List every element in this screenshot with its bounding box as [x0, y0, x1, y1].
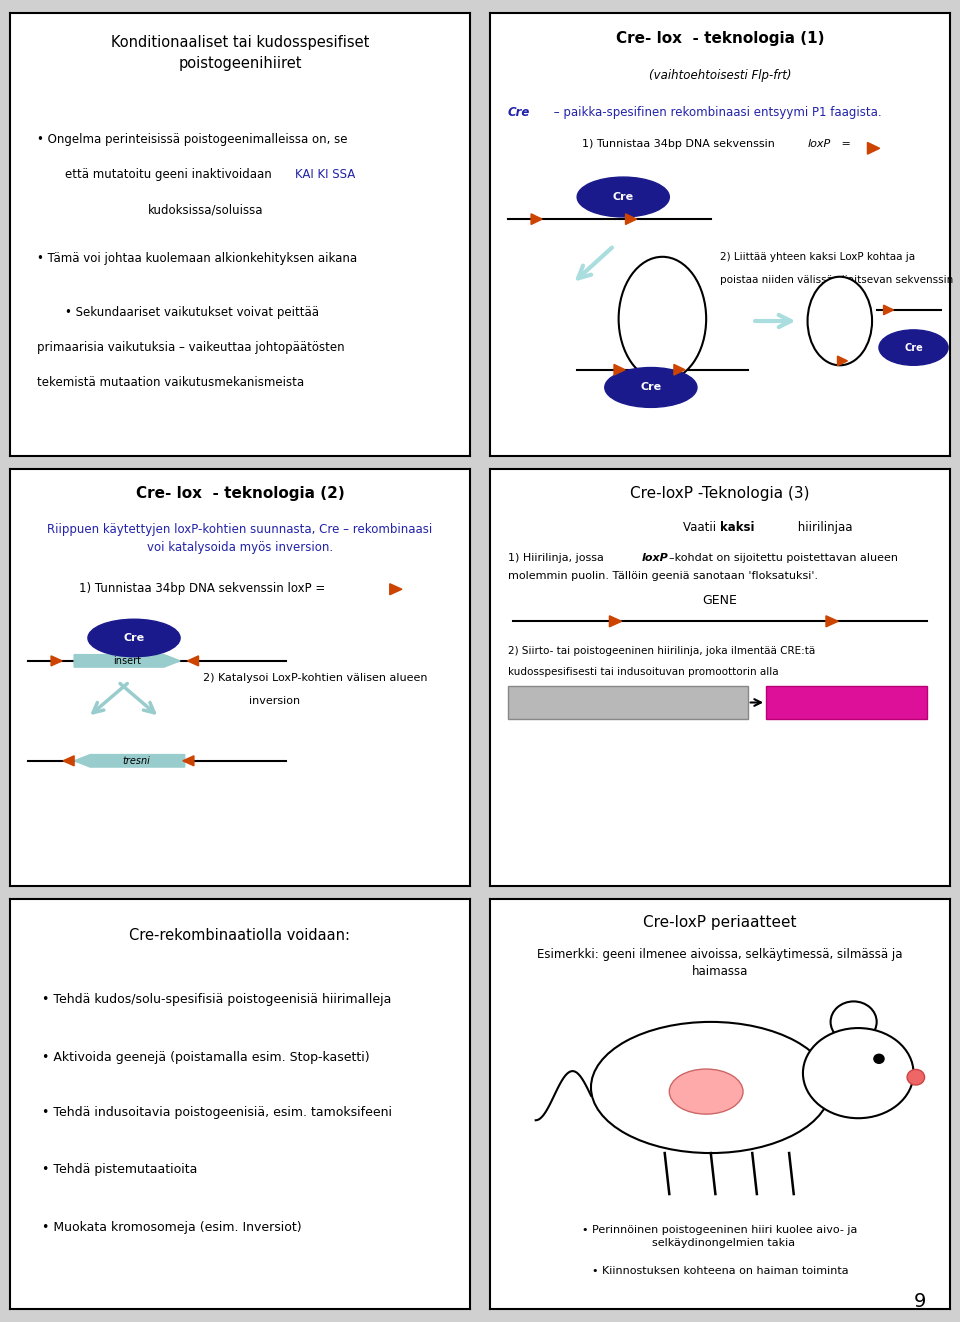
Ellipse shape: [605, 368, 697, 407]
Text: tekemistä mutaation vaikutusmekanismeista: tekemistä mutaation vaikutusmekanismeist…: [37, 377, 304, 390]
Polygon shape: [826, 616, 838, 627]
Ellipse shape: [88, 619, 180, 657]
Text: • Ongelma perinteisissä poistogeenimalleissa on, se: • Ongelma perinteisissä poistogeenimalle…: [37, 132, 348, 145]
FancyBboxPatch shape: [508, 686, 748, 719]
Text: • Aktivoida geenejä (poistamalla esim. Stop-kasetti): • Aktivoida geenejä (poistamalla esim. S…: [42, 1051, 370, 1064]
Polygon shape: [531, 214, 542, 225]
Text: • Sekundaariset vaikutukset voivat peittää: • Sekundaariset vaikutukset voivat peitt…: [65, 305, 319, 319]
Text: 2) Katalysoi LoxP-kohtien välisen alueen: 2) Katalysoi LoxP-kohtien välisen alueen: [204, 673, 427, 683]
Text: loxP: loxP: [807, 139, 830, 149]
Polygon shape: [187, 656, 199, 666]
Text: –kohdat on sijoitettu poistettavan alueen: –kohdat on sijoitettu poistettavan aluee…: [669, 553, 899, 563]
Text: että mutatoitu geeni inaktivoidaan: että mutatoitu geeni inaktivoidaan: [65, 168, 276, 181]
Text: 1) Tunnistaa 34bp DNA sekvenssin loxP =: 1) Tunnistaa 34bp DNA sekvenssin loxP =: [79, 582, 325, 595]
Text: kaksi: kaksi: [720, 521, 755, 534]
Text: Esimerkki: geeni ilmenee aivoissa, selkäytimessä, silmässä ja
haimassa: Esimerkki: geeni ilmenee aivoissa, selkä…: [538, 948, 902, 978]
Polygon shape: [868, 143, 879, 155]
Text: 1) Tunnistaa 34bp DNA sekvenssin: 1) Tunnistaa 34bp DNA sekvenssin: [582, 139, 779, 149]
Text: Cre: Cre: [904, 342, 923, 353]
Text: 2) Liittää yhteen kaksi LoxP kohtaa ja: 2) Liittää yhteen kaksi LoxP kohtaa ja: [720, 253, 915, 262]
Polygon shape: [74, 755, 184, 767]
Text: • Tehdä kudos/solu-spesifisiä poistogeenisiä hiirimalleja: • Tehdä kudos/solu-spesifisiä poistogeen…: [42, 993, 392, 1006]
Polygon shape: [390, 584, 402, 595]
Ellipse shape: [907, 1069, 924, 1085]
Text: Cre-loxP periaatteet: Cre-loxP periaatteet: [643, 915, 797, 931]
Text: Cre- lox  - teknologia (1): Cre- lox - teknologia (1): [615, 30, 825, 46]
Text: Cre-loxP -Teknologia (3): Cre-loxP -Teknologia (3): [631, 486, 809, 501]
Ellipse shape: [618, 256, 707, 381]
Text: poistaa niiden välissä sijaitsevan sekvenssin: poistaa niiden välissä sijaitsevan sekve…: [720, 275, 953, 284]
Text: loxP: loxP: [641, 553, 668, 563]
Polygon shape: [837, 356, 848, 366]
Polygon shape: [182, 756, 194, 765]
Text: tissue specific or inducible promoter: tissue specific or inducible promoter: [545, 698, 710, 707]
Polygon shape: [883, 305, 894, 315]
Polygon shape: [674, 365, 685, 375]
Text: (vaihtoehtoisesti Flp-frt): (vaihtoehtoisesti Flp-frt): [649, 69, 791, 82]
Text: GENE: GENE: [703, 595, 737, 607]
Text: inversion: inversion: [250, 697, 300, 706]
Text: 1) Hiirilinja, jossa: 1) Hiirilinja, jossa: [508, 553, 608, 563]
Text: • Kiinnostuksen kohteena on haiman toiminta: • Kiinnostuksen kohteena on haiman toimi…: [591, 1265, 849, 1276]
Text: Cre: Cre: [640, 382, 661, 393]
Ellipse shape: [669, 1069, 743, 1114]
Text: • Perinnöinen poistogeeninen hiiri kuolee aivo- ja
  selkäydinongelmien takia: • Perinnöinen poistogeeninen hiiri kuole…: [583, 1224, 857, 1248]
Text: Konditionaaliset tai kudosspesifiset
poistogeenihiiret: Konditionaaliset tai kudosspesifiset poi…: [110, 36, 370, 71]
Ellipse shape: [807, 276, 872, 365]
Text: =: =: [837, 139, 851, 149]
Text: Cre: Cre: [124, 633, 145, 642]
Text: Vaatii: Vaatii: [684, 521, 720, 534]
Text: • Muokata kromosomeja (esim. Inversiot): • Muokata kromosomeja (esim. Inversiot): [42, 1220, 301, 1233]
Text: hiirilinjaa: hiirilinjaa: [794, 521, 852, 534]
Polygon shape: [51, 656, 62, 666]
Text: 9: 9: [914, 1293, 926, 1311]
Ellipse shape: [591, 1022, 830, 1153]
Polygon shape: [610, 616, 621, 627]
Text: KAI KI SSA: KAI KI SSA: [296, 168, 355, 181]
Polygon shape: [74, 654, 180, 668]
Text: – paikka-spesifinen rekombinaasi entsyymi P1 faagista.: – paikka-spesifinen rekombinaasi entsyym…: [549, 106, 881, 119]
Ellipse shape: [874, 1054, 884, 1063]
Text: Cre- lox  - teknologia (2): Cre- lox - teknologia (2): [135, 486, 345, 501]
Ellipse shape: [577, 177, 669, 217]
Ellipse shape: [830, 1002, 876, 1042]
Text: • Tehdä indusoitavia poistogeenisiä, esim. tamoksifeeni: • Tehdä indusoitavia poistogeenisiä, esi…: [42, 1107, 392, 1118]
FancyBboxPatch shape: [766, 686, 927, 719]
Text: kudosspesifisesti tai indusoituvan promoottorin alla: kudosspesifisesti tai indusoituvan promo…: [508, 668, 779, 677]
Ellipse shape: [879, 330, 948, 365]
Polygon shape: [614, 365, 625, 375]
Polygon shape: [63, 756, 74, 765]
Text: Cre-rekombinaatiolla voidaan:: Cre-rekombinaatiolla voidaan:: [130, 928, 350, 943]
Text: Cre: Cre: [508, 106, 531, 119]
Text: • Tämä voi johtaa kuolemaan alkionkehityksen aikana: • Tämä voi johtaa kuolemaan alkionkehity…: [37, 253, 357, 266]
Text: 2) Siirto- tai poistogeeninen hiirilinja, joka ilmentää CRE:tä: 2) Siirto- tai poistogeeninen hiirilinja…: [508, 646, 815, 656]
Text: kudoksissa/soluissa: kudoksissa/soluissa: [148, 204, 263, 217]
Text: Riippuen käytettyjen loxP-kohtien suunnasta, Cre – rekombinaasi
voi katalysoida : Riippuen käytettyjen loxP-kohtien suunna…: [47, 524, 433, 554]
Ellipse shape: [803, 1029, 914, 1118]
Text: CRE cDNA: CRE cDNA: [822, 698, 872, 707]
Polygon shape: [626, 214, 636, 225]
Text: insert: insert: [113, 656, 141, 666]
Text: Cre: Cre: [612, 192, 634, 202]
Text: molemmin puolin. Tällöin geeniä sanotaan 'floksatuksi'.: molemmin puolin. Tällöin geeniä sanotaan…: [508, 571, 818, 582]
Text: primaarisia vaikutuksia – vaikeuttaa johtopäätösten: primaarisia vaikutuksia – vaikeuttaa joh…: [37, 341, 345, 354]
Text: tresni: tresni: [122, 756, 151, 765]
Text: • Tehdä pistemutaatioita: • Tehdä pistemutaatioita: [42, 1163, 197, 1177]
